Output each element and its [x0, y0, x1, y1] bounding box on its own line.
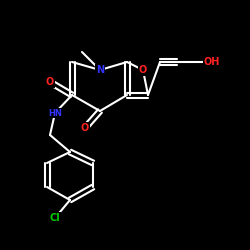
- Text: N: N: [96, 65, 104, 75]
- Text: O: O: [81, 123, 89, 133]
- Text: HN: HN: [48, 108, 62, 118]
- Text: O: O: [139, 65, 147, 75]
- Text: OH: OH: [204, 57, 220, 67]
- Text: O: O: [46, 77, 54, 87]
- Text: Cl: Cl: [50, 213, 60, 223]
